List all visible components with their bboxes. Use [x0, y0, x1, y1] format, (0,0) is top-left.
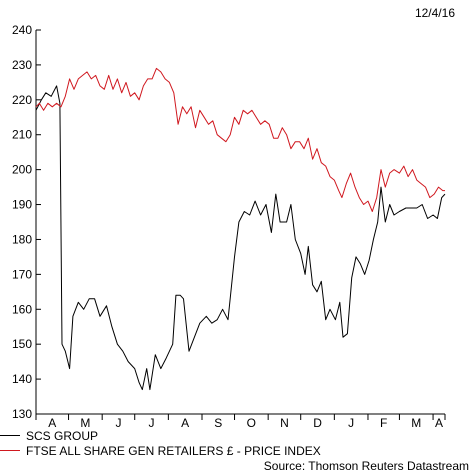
y-tick-label: 160 [12, 302, 32, 316]
x-tick-label: A [181, 416, 189, 430]
y-tick-label: 220 [12, 93, 32, 107]
x-tick-label: A [435, 416, 443, 430]
series-line-scs [35, 85, 446, 391]
legend-item-ftse: FTSE ALL SHARE GEN RETAILERS £ - PRICE I… [0, 443, 321, 458]
x-tick-label: F [380, 416, 387, 430]
y-tick-label: 170 [12, 267, 32, 281]
source-note: Source: Thomson Reuters Datastream [263, 459, 469, 473]
x-tick-label: O [247, 416, 256, 430]
x-tick-label: M [411, 416, 421, 430]
x-tick-label: J [149, 416, 155, 430]
legend-item-scs: SCS GROUP [0, 428, 321, 443]
legend-swatch-scs [0, 435, 20, 436]
y-axis: 130 140 150 160 170 180 190 200 210 220 230 240 [12, 23, 41, 421]
y-tick-label: 210 [12, 128, 32, 142]
legend-label-scs: SCS GROUP [26, 428, 99, 443]
series-line-ftse [35, 67, 445, 212]
y-tick-label: 150 [12, 337, 32, 351]
x-tick-label: J [348, 416, 354, 430]
y-tick-label: 190 [12, 198, 32, 212]
y-tick-label: 230 [12, 58, 32, 72]
y-tick-label: 140 [12, 372, 32, 386]
legend-swatch-ftse [0, 450, 20, 451]
y-tick-label: 240 [12, 23, 32, 37]
x-tick-label: M [80, 416, 90, 430]
series-layer [35, 67, 446, 391]
y-tick-label: 130 [12, 407, 32, 421]
legend: SCS GROUP FTSE ALL SHARE GEN RETAILERS £… [0, 428, 321, 458]
y-tick-label: 200 [12, 163, 32, 177]
x-tick-label: S [214, 416, 222, 430]
x-tick-label: A [48, 416, 56, 430]
date-label: 12/4/16 [414, 6, 455, 20]
legend-label-ftse: FTSE ALL SHARE GEN RETAILERS £ - PRICE I… [26, 443, 321, 458]
x-tick-label: D [313, 416, 322, 430]
x-tick-label: N [280, 416, 289, 430]
y-tick-label: 180 [12, 232, 32, 246]
x-tick-label: J [115, 416, 121, 430]
